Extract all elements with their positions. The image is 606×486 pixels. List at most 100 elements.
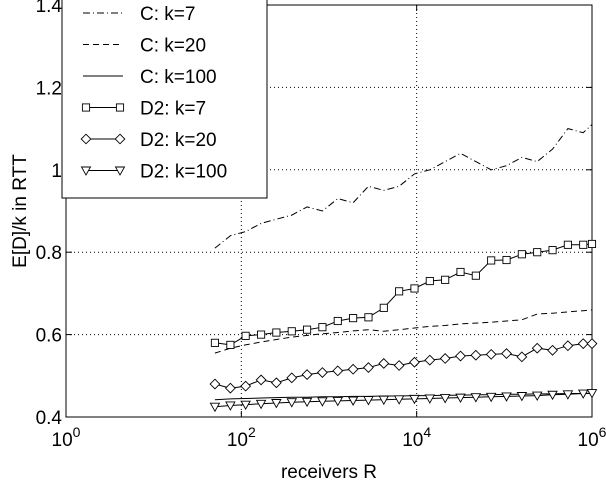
diamond-marker (577, 338, 589, 350)
triangle-marker (347, 396, 359, 406)
square-marker (410, 284, 419, 293)
legend-entry-label: D2: k=20 (140, 130, 217, 151)
diamond-marker (409, 356, 420, 368)
triangle-marker (209, 402, 221, 413)
y-tick-label: 0.6 (36, 326, 62, 347)
square-marker (333, 316, 342, 326)
triangle-marker (531, 391, 543, 401)
square-marker (364, 313, 373, 322)
series-line (214, 124, 593, 249)
square-marker (487, 256, 496, 265)
y-tick-label: 1.2 (36, 78, 62, 99)
diamond-marker (501, 348, 512, 359)
diamond-marker (209, 378, 221, 390)
x-tick-label: 104 (402, 424, 431, 451)
diamond-marker (485, 348, 497, 360)
legend-entry-label: D2: k=7 (140, 99, 206, 120)
triangle-marker (378, 395, 390, 406)
diamond-marker (255, 374, 267, 386)
square-marker (379, 303, 388, 312)
triangle-marker (240, 400, 251, 411)
diamond-marker (224, 382, 236, 394)
triangle-marker (271, 399, 282, 409)
diamond-marker (286, 372, 298, 384)
square-marker (81, 103, 91, 112)
series-c-k-7 (214, 124, 593, 249)
legend-entry-label: C: k=7 (140, 4, 195, 25)
square-marker (287, 327, 296, 336)
triangle-marker (80, 166, 92, 176)
series-lines (209, 124, 598, 413)
triangle-marker (409, 394, 420, 405)
square-marker (548, 246, 557, 255)
triangle-marker (501, 392, 512, 402)
diamond-marker (80, 133, 92, 145)
diamond-marker (455, 350, 466, 362)
diamond-marker (240, 380, 252, 392)
triangle-marker (455, 393, 466, 404)
series-d2-k-20 (209, 338, 598, 394)
series-d2-k-7 (210, 239, 597, 349)
triangle-marker (393, 395, 405, 405)
square-marker (587, 239, 597, 249)
series-d2-k-100 (209, 389, 598, 413)
diamond-marker (114, 133, 126, 145)
triangle-marker (577, 389, 589, 399)
square-marker (471, 271, 480, 280)
square-marker (517, 250, 526, 259)
diamond-marker (439, 353, 451, 364)
y-axis-label: E[D]/k in RTT (10, 154, 31, 268)
square-marker (115, 103, 125, 112)
diamond-marker (586, 338, 598, 350)
diamond-marker (347, 363, 359, 375)
legend: C: k=7 C: k=20 C: k=100 D2: k=7 D2: k=20 D2: … (61, 0, 268, 199)
square-marker (257, 330, 266, 339)
triangle-marker (225, 401, 236, 411)
square-marker (303, 325, 312, 334)
triangle-marker (439, 394, 451, 404)
triangle-marker (255, 399, 267, 410)
square-marker (563, 240, 572, 249)
legend-box (61, 0, 268, 199)
square-marker (210, 338, 219, 347)
triangle-marker (516, 392, 528, 402)
y-tick-label: 0.4 (36, 408, 63, 429)
square-marker (241, 331, 250, 340)
diamond-marker (424, 354, 436, 366)
diamond-marker (378, 358, 390, 369)
diamond-marker (301, 369, 313, 381)
diamond-marker (363, 362, 374, 373)
series-c-k-20 (214, 309, 593, 354)
triangle-marker (470, 393, 482, 403)
y-tick-label: 0.8 (36, 243, 62, 264)
diamond-marker (470, 349, 482, 361)
x-tick-label: 106 (578, 424, 606, 451)
legend-entry-label: C: k=100 (140, 67, 217, 88)
legend-entry-label: D2: k=100 (140, 162, 227, 183)
square-marker (226, 340, 235, 349)
axis-ticks: 100 102 104 106 0.4 0.6 0.8 1 1.2 1.4 (36, 0, 606, 451)
diamond-marker (531, 342, 543, 354)
triangle-marker (114, 166, 126, 176)
series-line (214, 309, 593, 354)
triangle-marker (363, 396, 374, 406)
triangle-marker (301, 397, 313, 408)
triangle-marker (547, 390, 558, 401)
triangle-marker (332, 396, 344, 407)
diamond-marker (270, 377, 282, 389)
square-marker (579, 240, 588, 249)
square-marker (533, 248, 542, 257)
square-marker (425, 276, 434, 286)
triangle-marker (562, 390, 574, 400)
triangle-marker (586, 389, 598, 399)
series-line (214, 243, 593, 346)
square-marker (441, 275, 450, 284)
x-tick-label: 102 (227, 424, 256, 451)
y-tick-label: 1 (51, 161, 62, 182)
triangle-marker (485, 392, 497, 403)
triangle-marker (424, 394, 436, 404)
diamond-marker (547, 344, 558, 356)
y-tick-label: 1.4 (36, 0, 63, 17)
square-marker (395, 287, 404, 296)
